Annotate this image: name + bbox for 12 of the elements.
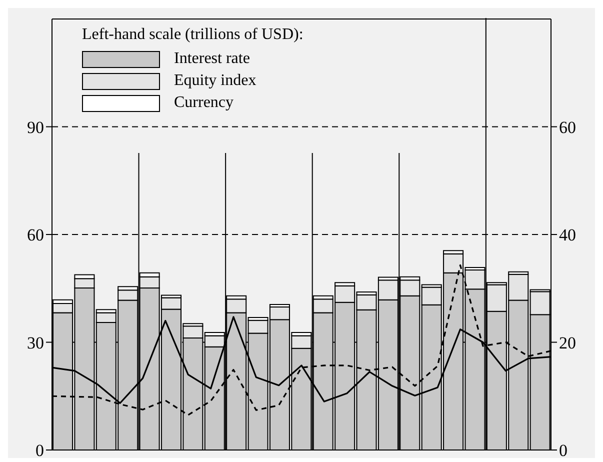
- y-tick-label: 60: [559, 118, 576, 137]
- legend-label: Equity index: [174, 72, 256, 90]
- y-tick-label: 40: [559, 226, 576, 245]
- y-tick-label: 20: [559, 333, 576, 352]
- legend-label: Interest rate: [174, 50, 250, 68]
- legend-label: Currency: [174, 94, 234, 112]
- y-tick-label: 0: [36, 441, 44, 460]
- y-tick-label: 60: [27, 226, 44, 245]
- y-tick-label: 90: [27, 118, 44, 137]
- y-tick-label: 30: [27, 333, 44, 352]
- y-tick-label: 0: [559, 441, 568, 460]
- legend-title: Left-hand scale (trillions of USD):: [82, 26, 304, 44]
